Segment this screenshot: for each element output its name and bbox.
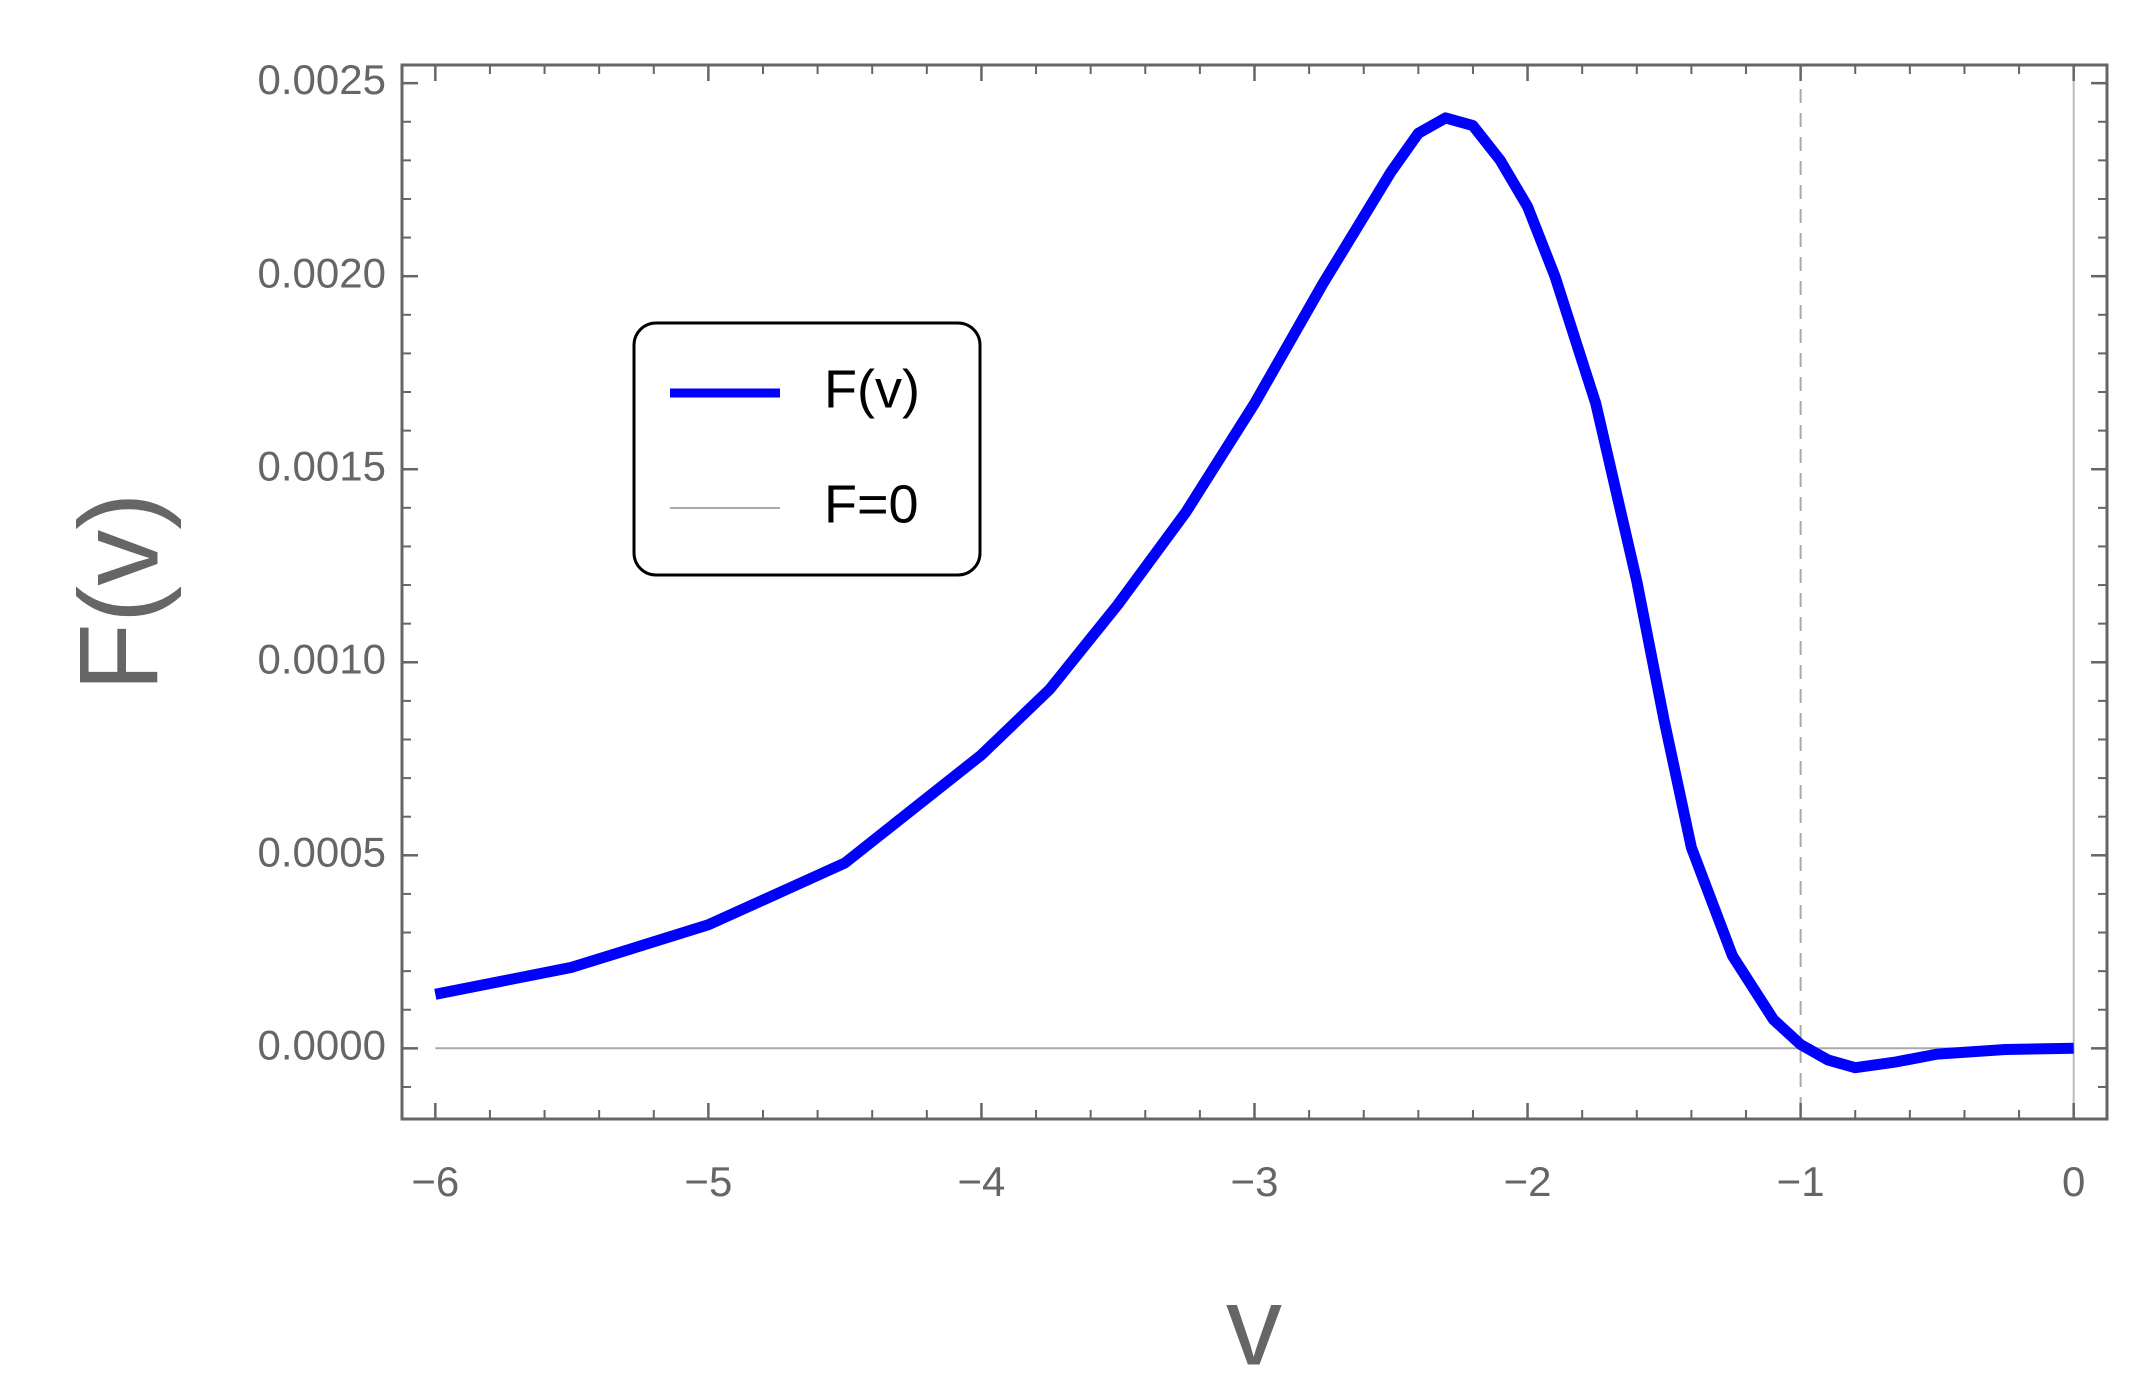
legend-label: F=0 [824,474,919,534]
x-tick-label: −5 [684,1158,732,1205]
y-tick-label: 0.0015 [258,442,386,489]
x-tick-label: −2 [1504,1158,1552,1205]
y-axis-label: F(v) [57,492,182,691]
y-tick-label: 0.0025 [258,56,386,103]
x-tick-label: −1 [1777,1158,1825,1205]
x-tick-label: −4 [957,1158,1005,1205]
x-tick-label: −3 [1231,1158,1279,1205]
plot-frame [400,63,2109,1121]
legend-label: F(v) [824,359,920,419]
y-tick-label: 0.0000 [258,1021,386,1068]
x-tick-label: 0 [2062,1158,2085,1205]
x-tick-label: −6 [411,1158,459,1205]
y-tick-label: 0.0005 [258,828,386,875]
x-axis-label: v [1226,1264,1282,1379]
legend: F(v) F=0 [632,321,982,577]
series-line [434,112,2074,1074]
y-tick-label: 0.0010 [258,635,386,682]
legend-box [632,321,982,577]
y-tick-label: 0.0020 [258,249,386,296]
